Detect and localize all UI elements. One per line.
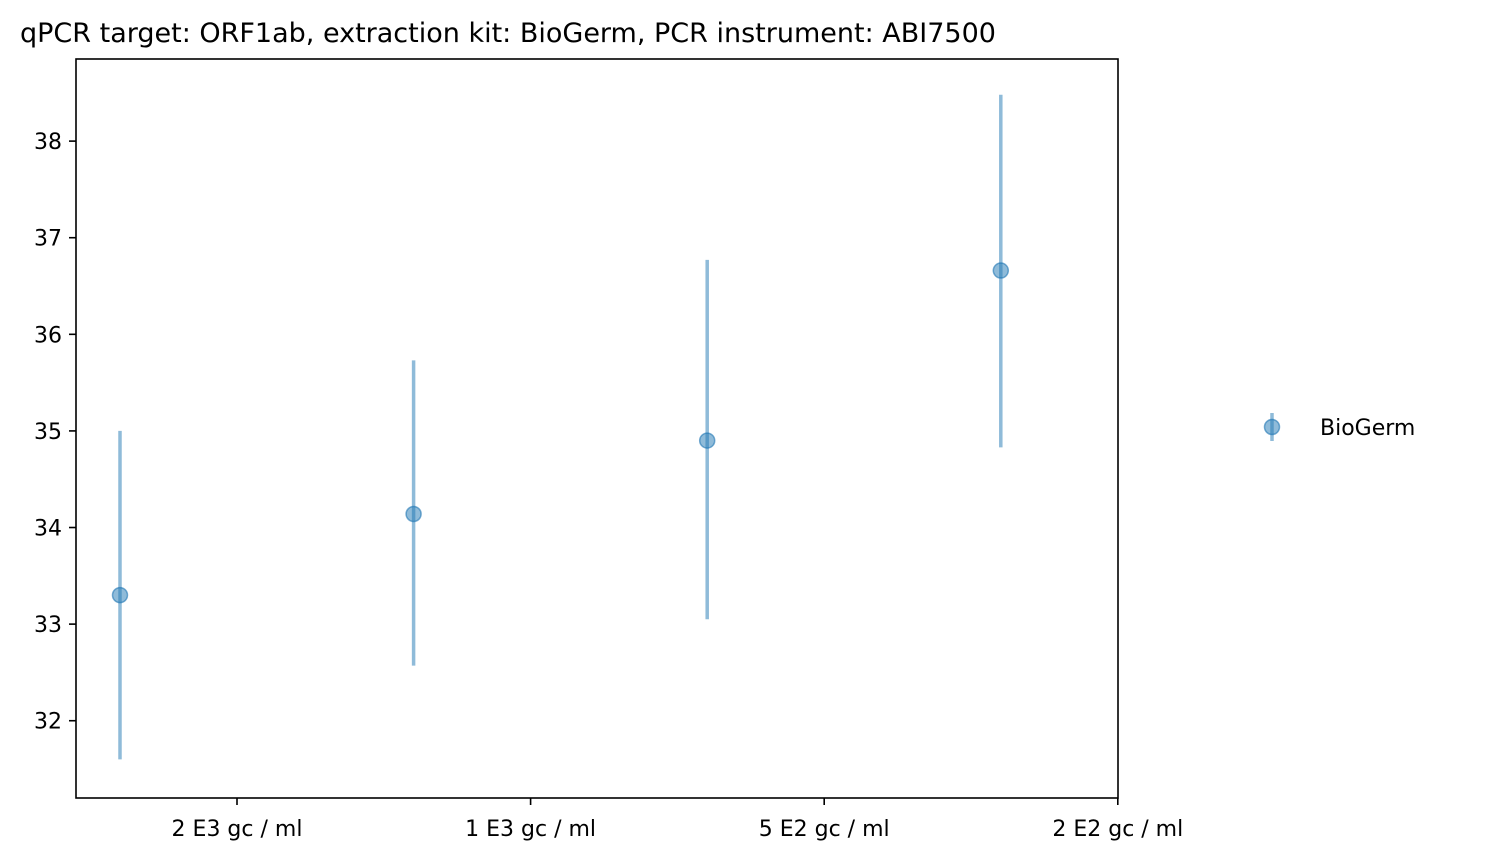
y-tick-label: 36: [34, 323, 62, 348]
plot-frame: [75, 58, 1119, 799]
data-point: [111, 586, 129, 604]
legend-marker-icon: [1263, 418, 1281, 436]
y-tick-label: 34: [34, 517, 62, 542]
data-point: [992, 262, 1010, 279]
y-tick-label: 38: [34, 130, 62, 155]
y-tick-label: 35: [34, 420, 62, 445]
y-tick-label: 32: [34, 710, 62, 735]
y-tick-label: 33: [34, 613, 62, 638]
legend-label: BioGerm: [1320, 416, 1415, 441]
y-tick-label: 37: [34, 227, 62, 252]
x-axis: 2 E3 gc / ml 1 E3 gc / ml 5 E2 gc / ml 2 E2…: [172, 798, 1183, 842]
x-tick-label: 5 E2 gc / ml: [759, 817, 890, 842]
data-point: [405, 505, 422, 523]
data-point: [698, 432, 716, 449]
x-tick-label: 2 E2 gc / ml: [1052, 817, 1183, 842]
x-tick-label: 2 E3 gc / ml: [172, 817, 303, 842]
chart-title: qPCR target: ORF1ab, extraction kit: Bio…: [20, 18, 996, 49]
legend: BioGerm: [1263, 413, 1415, 441]
data-series: [111, 94, 1010, 760]
x-tick-label: 1 E3 gc / ml: [465, 817, 596, 842]
y-axis: 32 33 34 35 36 37 38: [34, 130, 76, 735]
